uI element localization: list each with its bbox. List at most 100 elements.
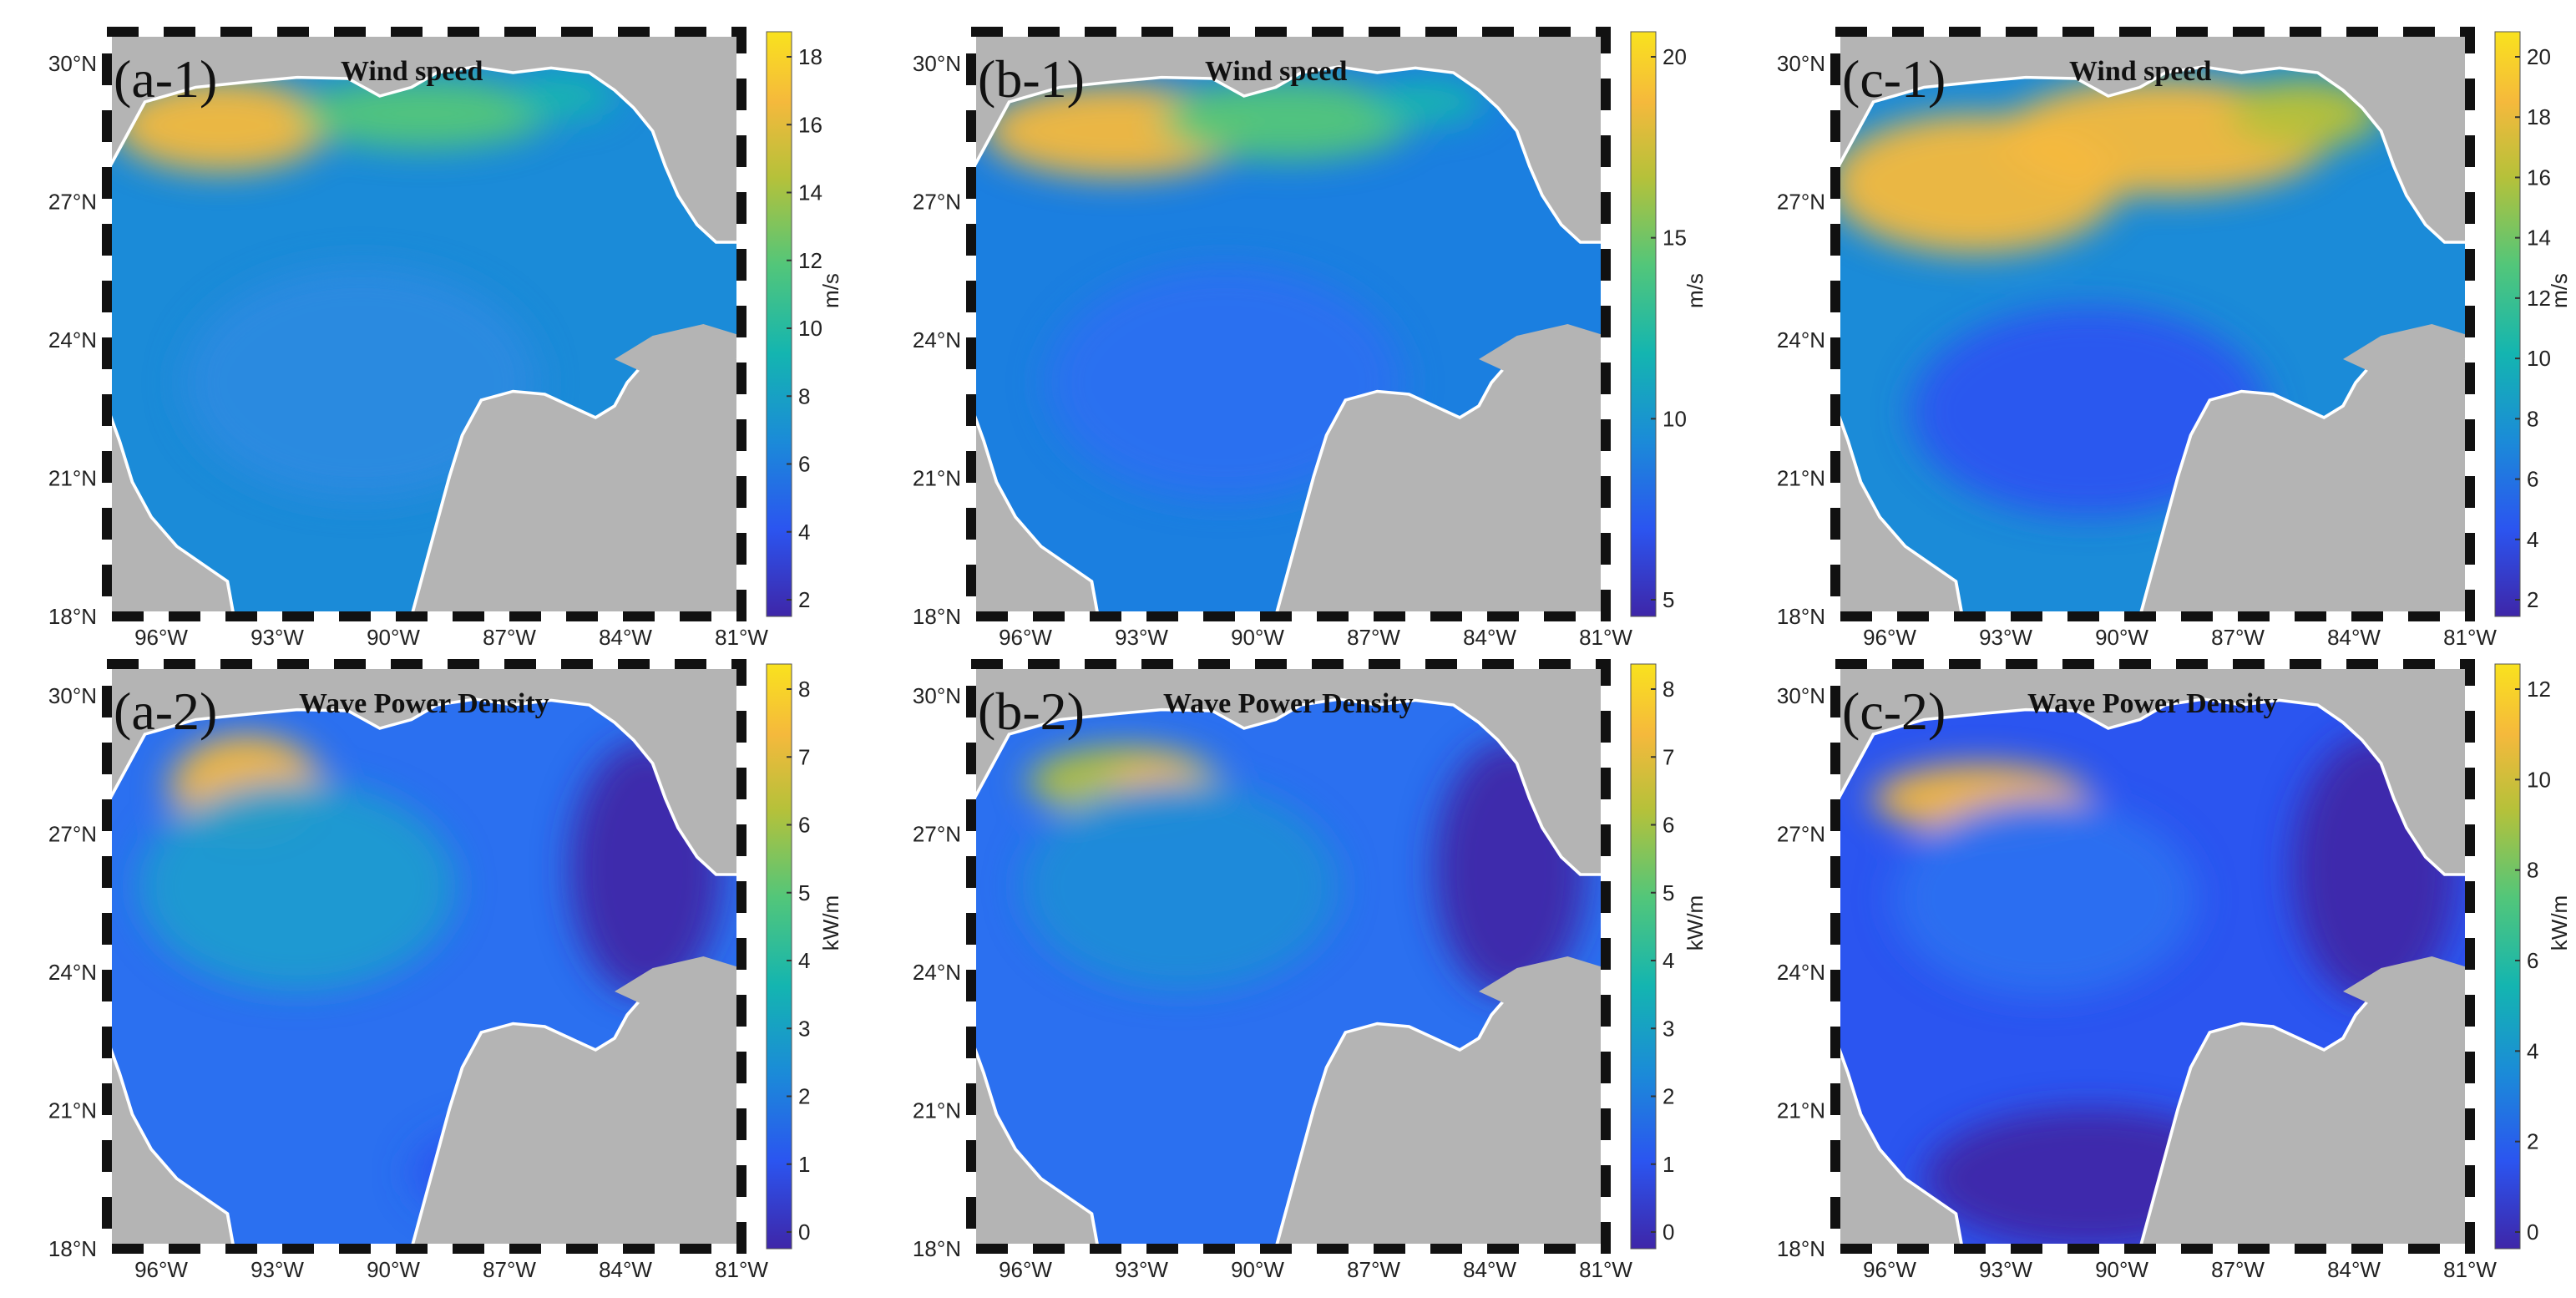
colorbar-tick-label: 0: [1663, 1219, 1674, 1245]
colorbar-tick-label: 1: [798, 1152, 810, 1177]
lon-tick-label: 90°W: [1231, 625, 1284, 650]
lat-tick-label: 24°N: [48, 327, 97, 352]
colorbar-tick-label: 5: [798, 880, 810, 905]
colorbar-unit: kW/m: [2547, 895, 2572, 951]
lon-tick-label: 84°W: [2327, 625, 2381, 650]
colorbar-tick-label: 18: [2527, 104, 2551, 129]
lat-tick-label: 27°N: [1777, 190, 1825, 215]
lat-tick-label: 18°N: [48, 1236, 97, 1261]
colorbar-unit: m/s: [1683, 273, 1708, 308]
colorbar-unit: m/s: [2547, 273, 2572, 308]
lon-tick-label: 81°W: [715, 1257, 768, 1282]
lat-tick-label: 24°N: [913, 960, 961, 985]
lon-tick-label: 96°W: [999, 625, 1052, 650]
colorbar-tick-label: 6: [2527, 467, 2538, 492]
colorbar-tick-label: 12: [2527, 677, 2551, 702]
lat-tick-label: 24°N: [48, 960, 97, 985]
lat-tick-label: 18°N: [913, 1236, 961, 1261]
colorbar-tick-label: 8: [1663, 677, 1674, 702]
lat-tick-label: 21°N: [1777, 466, 1825, 491]
lon-tick-label: 84°W: [599, 625, 652, 650]
lat-tick-label: 27°N: [48, 190, 97, 215]
colorbar-tick-label: 5: [1663, 587, 1674, 612]
colorbar-tick-label: 14: [2527, 226, 2551, 251]
lat-tick-label: 27°N: [913, 822, 961, 847]
lon-tick-label: 87°W: [1347, 1257, 1400, 1282]
colorbar-tick-label: 3: [1663, 1016, 1674, 1041]
lat-tick-label: 21°N: [1777, 1098, 1825, 1123]
panel-title: Wind speed: [2069, 56, 2211, 87]
colorbar-tick-label: 2: [1663, 1084, 1674, 1109]
colorbar-tick-label: 0: [2527, 1219, 2538, 1245]
lon-tick-label: 87°W: [2211, 625, 2265, 650]
colorbar-tick-label: 8: [2527, 858, 2538, 883]
colorbar-tick-label: 2: [2527, 1129, 2538, 1154]
lon-tick-label: 87°W: [483, 625, 536, 650]
colorbar: [1630, 31, 1657, 617]
lon-tick-label: 96°W: [1863, 625, 1916, 650]
panel-title: Wave Power Density: [299, 688, 549, 719]
colorbar-tick-label: 6: [1663, 813, 1674, 838]
lon-tick-label: 90°W: [2095, 625, 2148, 650]
colorbar-tick-label: 5: [1663, 880, 1674, 905]
lat-tick-label: 27°N: [1777, 822, 1825, 847]
lon-tick-label: 90°W: [367, 625, 420, 650]
lat-tick-label: 24°N: [1777, 327, 1825, 352]
colorbar: [2494, 31, 2521, 617]
colorbar-unit: m/s: [818, 273, 843, 308]
lat-tick-label: 24°N: [913, 327, 961, 352]
lon-tick-label: 93°W: [1979, 625, 2032, 650]
lon-tick-label: 93°W: [251, 625, 304, 650]
colorbar-tick-label: 16: [2527, 165, 2551, 190]
colorbar-tick-label: 2: [798, 1084, 810, 1109]
colorbar-tick-label: 6: [798, 813, 810, 838]
colorbar-tick-label: 0: [798, 1219, 810, 1245]
map-frame-dash: [1830, 27, 2475, 621]
panel-label: (a-1): [114, 49, 217, 109]
colorbar-tick-label: 6: [798, 452, 810, 477]
colorbar-tick-label: 3: [798, 1016, 810, 1041]
lon-tick-label: 93°W: [1979, 1257, 2032, 1282]
lon-tick-label: 84°W: [1463, 625, 1516, 650]
lon-tick-label: 96°W: [134, 625, 188, 650]
lon-tick-label: 96°W: [1863, 1257, 1916, 1282]
lat-tick-label: 30°N: [1777, 683, 1825, 708]
ocean-field: [1834, 65, 2472, 618]
colorbar-tick-label: 6: [2527, 948, 2538, 973]
lon-tick-label: 87°W: [2211, 1257, 2265, 1282]
lon-tick-label: 87°W: [483, 1257, 536, 1282]
colorbar: [766, 31, 792, 617]
colorbar-tick-label: 12: [798, 248, 822, 273]
lat-tick-label: 18°N: [1777, 604, 1825, 629]
lat-tick-label: 21°N: [48, 1098, 97, 1123]
panel-title: Wind speed: [1205, 56, 1347, 87]
lat-tick-label: 30°N: [913, 683, 961, 708]
map-frame-dash: [966, 27, 1611, 621]
colorbar-tick-label: 18: [798, 44, 822, 69]
lon-tick-label: 96°W: [134, 1257, 188, 1282]
lat-tick-label: 18°N: [913, 604, 961, 629]
colorbar-tick-label: 10: [2527, 767, 2551, 792]
island-land: [2343, 324, 2470, 371]
lon-tick-label: 81°W: [1579, 1257, 1632, 1282]
lat-tick-label: 21°N: [48, 466, 97, 491]
panel-label: (b-2): [978, 682, 1085, 741]
colorbar-tick-label: 16: [798, 112, 822, 137]
panel-title: Wave Power Density: [1163, 688, 1414, 719]
lon-tick-label: 93°W: [1115, 625, 1168, 650]
lon-tick-label: 93°W: [1115, 1257, 1168, 1282]
colorbar-tick-label: 8: [798, 677, 810, 702]
panel-label: (c-2): [1842, 682, 1946, 741]
colorbar-unit: kW/m: [818, 895, 843, 951]
lat-tick-label: 18°N: [48, 604, 97, 629]
map-frame-dash: [966, 659, 1611, 1254]
colorbar-tick-label: 2: [798, 587, 810, 612]
lon-tick-label: 84°W: [2327, 1257, 2381, 1282]
lat-tick-label: 30°N: [1777, 51, 1825, 76]
panel-title: Wind speed: [341, 56, 483, 87]
colorbar: [766, 663, 792, 1250]
lon-tick-label: 90°W: [367, 1257, 420, 1282]
lat-tick-label: 18°N: [1777, 1236, 1825, 1261]
colorbar-tick-label: 4: [2527, 527, 2538, 552]
